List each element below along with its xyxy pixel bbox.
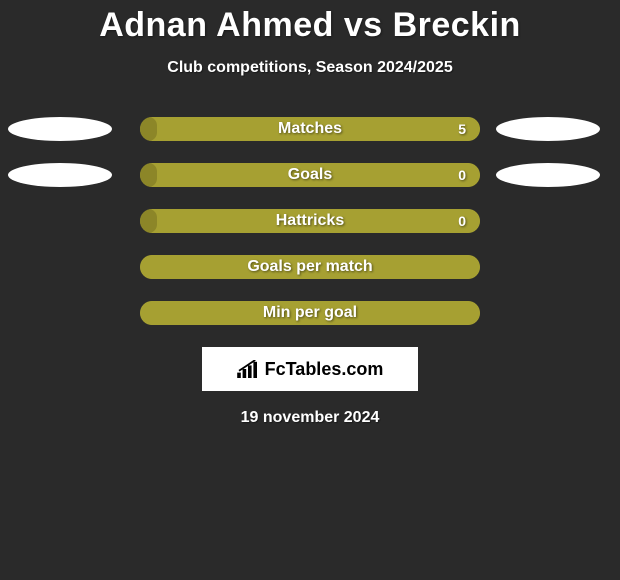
stat-label: Goals xyxy=(140,163,480,187)
stat-label: Goals per match xyxy=(140,255,480,279)
stat-bar: Goals0 xyxy=(140,163,480,187)
brand-badge: FcTables.com xyxy=(202,347,418,391)
stat-row: Min per goal xyxy=(0,301,620,325)
stat-row: Goals per match xyxy=(0,255,620,279)
stat-bar: Matches5 xyxy=(140,117,480,141)
brand-text: FcTables.com xyxy=(265,359,384,380)
stat-row: Hattricks0 xyxy=(0,209,620,233)
stat-row: Goals0 xyxy=(0,163,620,187)
left-ellipse xyxy=(8,117,112,141)
stat-label: Matches xyxy=(140,117,480,141)
right-ellipse xyxy=(496,117,600,141)
subtitle: Club competitions, Season 2024/2025 xyxy=(0,59,620,77)
date-text: 19 november 2024 xyxy=(0,409,620,427)
stat-value-right: 0 xyxy=(458,209,466,233)
stat-label: Min per goal xyxy=(140,301,480,325)
left-ellipse xyxy=(8,163,112,187)
chart-icon xyxy=(237,360,259,378)
stat-value-right: 5 xyxy=(458,117,466,141)
stat-bar: Goals per match xyxy=(140,255,480,279)
page-title: Adnan Ahmed vs Breckin xyxy=(0,0,620,45)
right-ellipse xyxy=(496,163,600,187)
stat-bar: Min per goal xyxy=(140,301,480,325)
stat-label: Hattricks xyxy=(140,209,480,233)
stat-value-right: 0 xyxy=(458,163,466,187)
stat-bar: Hattricks0 xyxy=(140,209,480,233)
stat-row: Matches5 xyxy=(0,117,620,141)
stat-rows: Matches5Goals0Hattricks0Goals per matchM… xyxy=(0,117,620,325)
